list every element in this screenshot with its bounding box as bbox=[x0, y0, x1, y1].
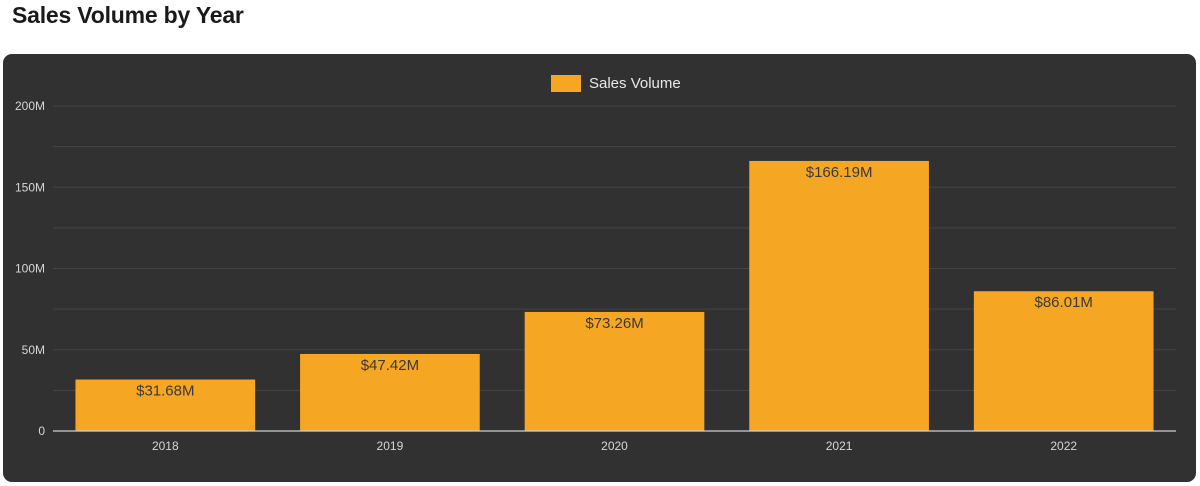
chart-card: 0 50M 100M 150M 200M $31.68M 2018 $47.42M 2019 $7… bbox=[3, 54, 1196, 482]
bar bbox=[749, 160, 929, 431]
y-tick-label: 200M bbox=[15, 99, 45, 113]
y-tick-label: 150M bbox=[15, 180, 45, 194]
data-label: $86.01M bbox=[1035, 294, 1093, 311]
x-tick-label: 2021 bbox=[826, 439, 853, 453]
bar bbox=[75, 379, 256, 431]
data-label: $73.26M bbox=[585, 315, 643, 332]
bar bbox=[524, 311, 705, 431]
x-tick-label: 2018 bbox=[152, 439, 179, 453]
bar bbox=[300, 353, 480, 431]
x-tick-label: 2019 bbox=[377, 439, 404, 453]
y-tick-label: 0 bbox=[38, 424, 45, 438]
legend-label-sales-volume: Sales Volume bbox=[589, 75, 681, 92]
data-label: $47.42M bbox=[361, 357, 419, 374]
x-tick-label: 2022 bbox=[1050, 439, 1077, 453]
data-label: $166.19M bbox=[806, 164, 873, 181]
bar-chart: 0 50M 100M 150M 200M $31.68M 2018 $47.42M 2019 $7… bbox=[15, 99, 1176, 453]
data-label: $31.68M bbox=[136, 383, 194, 400]
bar bbox=[973, 291, 1154, 431]
page-title: Sales Volume by Year bbox=[12, 2, 244, 28]
y-tick-label: 100M bbox=[15, 262, 45, 276]
y-tick-label: 50M bbox=[22, 343, 45, 357]
legend[interactable]: Sales Volume bbox=[551, 75, 681, 92]
legend-swatch bbox=[551, 75, 581, 92]
x-tick-label: 2020 bbox=[601, 439, 628, 453]
